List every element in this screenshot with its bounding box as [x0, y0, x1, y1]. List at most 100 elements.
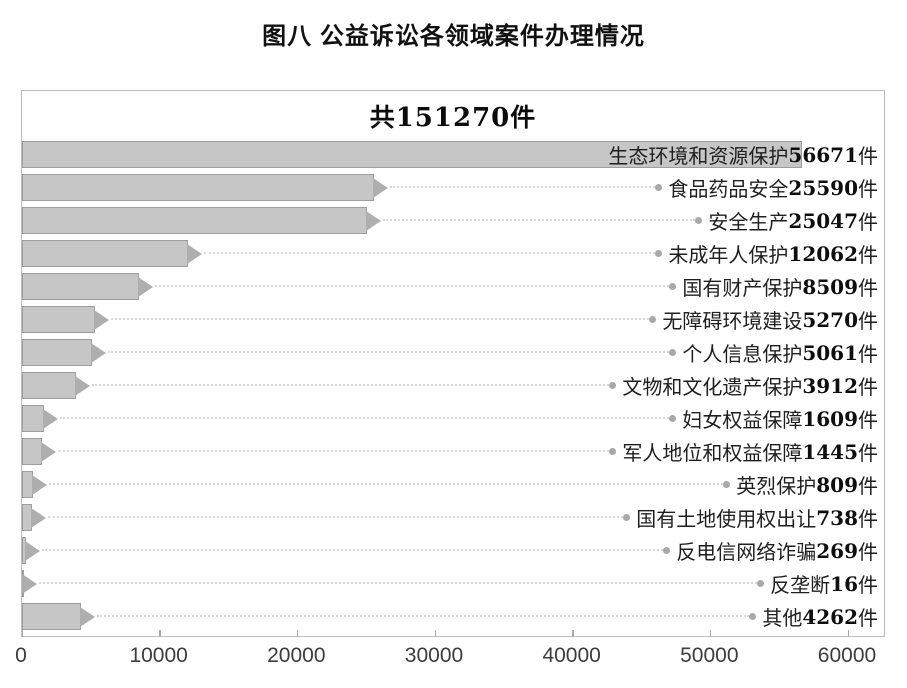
- bar: [22, 306, 95, 333]
- bar-arrow-icon: [187, 243, 203, 264]
- leader-dot: [609, 448, 616, 455]
- category-name: 无障碍环境建设: [662, 311, 803, 333]
- bar-row: 安全生产 25047 件: [22, 204, 882, 237]
- bar-label: 妇女权益保障 1609 件: [682, 402, 878, 435]
- leader-line: [204, 252, 655, 254]
- x-axis-tick: [21, 630, 23, 637]
- category-unit: 件: [858, 179, 878, 201]
- category-value: 5061: [802, 340, 858, 365]
- category-unit: 件: [858, 377, 878, 399]
- bar-label: 食品药品安全 25590 件: [668, 171, 878, 204]
- leader-dot: [669, 349, 676, 356]
- x-axis-tick-label: 30000: [404, 644, 464, 667]
- bar: [22, 372, 76, 399]
- bar-arrow-icon: [138, 276, 154, 297]
- bar-row: 英烈保护 809 件: [22, 468, 882, 501]
- total-label: 共151270件: [22, 98, 884, 134]
- bar-arrow-icon: [79, 606, 95, 627]
- x-axis-tick-label: 50000: [680, 644, 739, 667]
- bar: [22, 174, 375, 201]
- category-name: 未成年人保护: [668, 245, 789, 267]
- bar-arrow-icon: [93, 309, 109, 330]
- bar-row: 个人信息保护 5061 件: [22, 336, 882, 369]
- category-value: 738: [816, 505, 858, 530]
- leader-line: [48, 516, 623, 518]
- category-name: 反垄断: [770, 575, 831, 597]
- category-value: 4262: [802, 604, 858, 629]
- bar-row: 其他 4262 件: [22, 600, 882, 633]
- leader-dot: [695, 217, 702, 224]
- bar-arrow-icon: [40, 441, 56, 462]
- bar-arrow-icon: [365, 210, 381, 231]
- bars-container: 生态环境和资源保护 56671 件食品药品安全 25590 件安全生产 25047 件未成年…: [21, 138, 882, 633]
- bar-row: 国有财产保护 8509 件: [22, 270, 882, 303]
- category-unit: 件: [858, 344, 878, 366]
- bar-row: 反垄断 16 件: [21, 567, 882, 600]
- category-value: 25047: [788, 208, 858, 233]
- x-axis-tick-label: 20000: [267, 644, 326, 667]
- bar: [22, 339, 92, 366]
- x-axis-tick: [709, 630, 712, 637]
- category-name: 文物和文化遗产保护: [622, 377, 803, 399]
- bar-label: 军人地位和权益保障 1445 件: [622, 435, 878, 468]
- x-axis-tick: [572, 630, 574, 637]
- category-value: 809: [816, 472, 858, 497]
- category-value: 5270: [802, 307, 858, 332]
- leader-line: [41, 549, 663, 551]
- bar-row: 生态环境和资源保护 56671 件: [22, 138, 882, 171]
- category-name: 妇女权益保障: [682, 410, 803, 432]
- bar: [22, 207, 367, 234]
- bar: [22, 603, 81, 630]
- bar-arrow-icon: [74, 375, 90, 396]
- category-unit: 件: [858, 542, 878, 564]
- bar-arrow-icon: [24, 540, 40, 561]
- bar-label: 国有财产保护 8509 件: [682, 270, 878, 303]
- category-name: 个人信息保护: [682, 344, 803, 366]
- bar-label: 英烈保护 809 件: [736, 468, 878, 501]
- category-unit: 件: [858, 608, 878, 630]
- leader-line: [390, 186, 655, 188]
- leader-line: [155, 285, 669, 287]
- category-unit: 件: [858, 575, 878, 597]
- leader-dot: [669, 283, 676, 290]
- x-axis-tick: [847, 630, 849, 637]
- leader-dot: [757, 580, 764, 587]
- category-name: 军人地位和权益保障: [622, 443, 803, 465]
- leader-dot: [669, 415, 676, 422]
- x-axis-tick-label: 10000: [129, 644, 188, 667]
- category-unit: 件: [858, 245, 878, 267]
- category-value: 12062: [788, 241, 858, 266]
- category-unit: 件: [858, 311, 878, 333]
- bar-label: 生态环境和资源保护 56671 件: [608, 138, 878, 171]
- leader-dot: [749, 613, 756, 620]
- category-value: 3912: [802, 373, 858, 398]
- x-axis-tick: [296, 630, 299, 637]
- bar: [22, 438, 42, 465]
- category-value: 269: [816, 538, 858, 563]
- leader-dot: [655, 250, 662, 257]
- category-unit: 件: [858, 278, 878, 300]
- category-name: 英烈保护: [736, 476, 817, 498]
- category-name: 国有土地使用权出让: [636, 509, 817, 531]
- bar-arrow-icon: [43, 408, 59, 429]
- bar-row: 食品药品安全 25590 件: [22, 171, 882, 204]
- bar-label: 反电信网络诈骗 269 件: [676, 534, 878, 567]
- category-value: 8509: [802, 274, 858, 299]
- bar-label: 未成年人保护 12062 件: [668, 237, 878, 270]
- bar-row: 无障碍环境建设 5270 件: [22, 303, 882, 336]
- total-prefix: 共: [369, 104, 396, 132]
- bar: [22, 141, 803, 168]
- bar-label: 反垄断 16 件: [770, 567, 878, 600]
- leader-dot: [655, 184, 662, 191]
- leader-line: [49, 483, 723, 485]
- x-axis-tick-label: 60000: [817, 644, 877, 667]
- total-number: 151270: [395, 103, 511, 133]
- bar: [22, 240, 189, 267]
- bar: [22, 273, 140, 300]
- category-value: 1445: [802, 439, 858, 464]
- page-title: 图八 公益诉讼各领域案件办理情况: [262, 23, 645, 50]
- category-value: 25590: [788, 175, 858, 200]
- x-axis-tick-label: 0: [15, 644, 27, 667]
- x-axis-tick: [159, 630, 161, 637]
